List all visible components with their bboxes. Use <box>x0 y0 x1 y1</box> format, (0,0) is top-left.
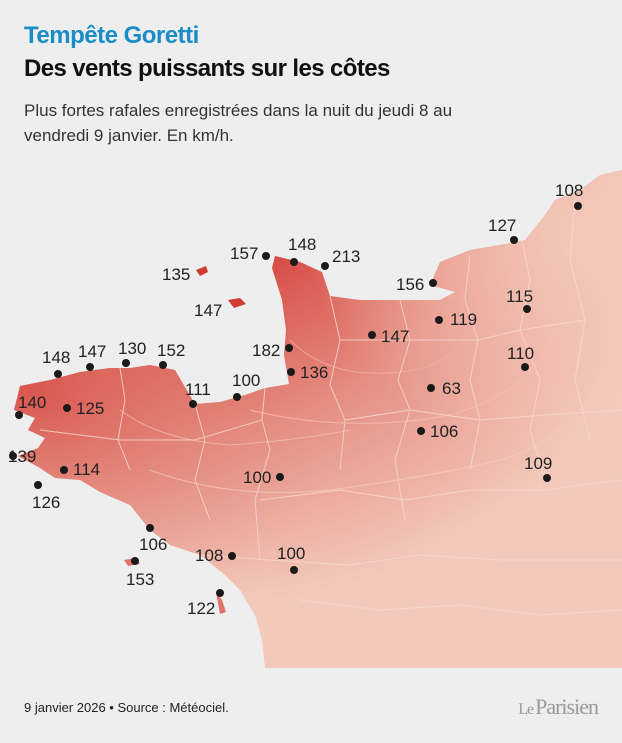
station-label: 135 <box>162 265 190 284</box>
station-label: 106 <box>430 422 458 441</box>
station-label: 106 <box>139 535 167 554</box>
le-parisien-logo: LeParisien <box>518 694 599 720</box>
station-label: 130 <box>118 339 146 358</box>
station-dot <box>276 473 284 481</box>
station-dot <box>523 305 531 313</box>
station-label: 136 <box>300 363 328 382</box>
station-label: 125 <box>76 399 104 418</box>
station-dot <box>574 202 582 210</box>
station-label: 100 <box>232 371 260 390</box>
station-dot <box>122 359 130 367</box>
station-label: 109 <box>524 454 552 473</box>
station-dot <box>63 404 71 412</box>
station-dot <box>321 262 329 270</box>
subtitle: Plus fortes rafales enregistrées dans la… <box>24 101 453 145</box>
kicker-title: Tempête Goretti <box>24 22 199 49</box>
station-label: 148 <box>288 235 316 254</box>
island-jersey-like <box>196 266 208 276</box>
station-label: 127 <box>488 216 516 235</box>
station-label: 213 <box>332 247 360 266</box>
station-label: 148 <box>42 348 70 367</box>
station-label: 108 <box>555 181 583 200</box>
station-dot <box>427 384 435 392</box>
station-dot <box>86 363 94 371</box>
station-dot <box>285 344 293 352</box>
station-label: 152 <box>157 341 185 360</box>
station-label: 157 <box>230 244 258 263</box>
station-label: 114 <box>73 460 100 479</box>
station-label: 100 <box>277 544 305 563</box>
logo-le: Le <box>518 701 534 718</box>
station-dot <box>60 466 68 474</box>
station-dot <box>290 258 298 266</box>
station-label: 147 <box>381 327 409 346</box>
station-dot <box>417 427 425 435</box>
station-label: 153 <box>126 570 154 589</box>
station-dot <box>131 557 139 565</box>
station-dot <box>368 331 376 339</box>
station-dot <box>189 400 197 408</box>
station-label: 140 <box>18 393 46 412</box>
station-label: 126 <box>32 493 60 512</box>
station-dot <box>429 279 437 287</box>
station-dot <box>521 363 529 371</box>
station-label: 122 <box>187 599 215 618</box>
station-label: 63 <box>442 379 461 398</box>
station-dot <box>54 370 62 378</box>
station-label: 111 <box>185 380 211 399</box>
station-dot <box>228 552 236 560</box>
station-dot <box>233 393 241 401</box>
station-dot <box>290 566 298 574</box>
station-dot <box>435 316 443 324</box>
station-dot <box>159 361 167 369</box>
station-dot <box>543 474 551 482</box>
station-dot <box>510 236 518 244</box>
station-dot <box>9 452 17 460</box>
station-label: 147 <box>78 342 106 361</box>
island-noirmoutier <box>216 592 226 614</box>
station-label: 156 <box>396 275 424 294</box>
station-label: 110 <box>507 344 534 363</box>
logo-name: Parisien <box>535 694 599 719</box>
island-chausey <box>228 298 246 308</box>
station-dot <box>146 524 154 532</box>
station-dot <box>262 252 270 260</box>
station-dot <box>287 368 295 376</box>
station-dots <box>9 202 582 597</box>
station-dot <box>34 481 42 489</box>
station-label: 108 <box>195 546 223 565</box>
station-label: 100 <box>243 468 271 487</box>
station-dot <box>15 411 23 419</box>
wind-map: 108 127 157 148 213 135 147 156 115 119 … <box>8 170 622 668</box>
station-dot <box>216 589 224 597</box>
station-label: 182 <box>252 341 280 360</box>
station-label: 139 <box>8 447 36 466</box>
station-label: 147 <box>194 301 222 320</box>
page-title: Des vents puissants sur les côtes <box>24 55 390 82</box>
station-label: 119 <box>450 310 477 329</box>
station-label: 115 <box>506 287 533 306</box>
footer-source: 9 janvier 2026 • Source : Météociel. <box>24 700 229 715</box>
